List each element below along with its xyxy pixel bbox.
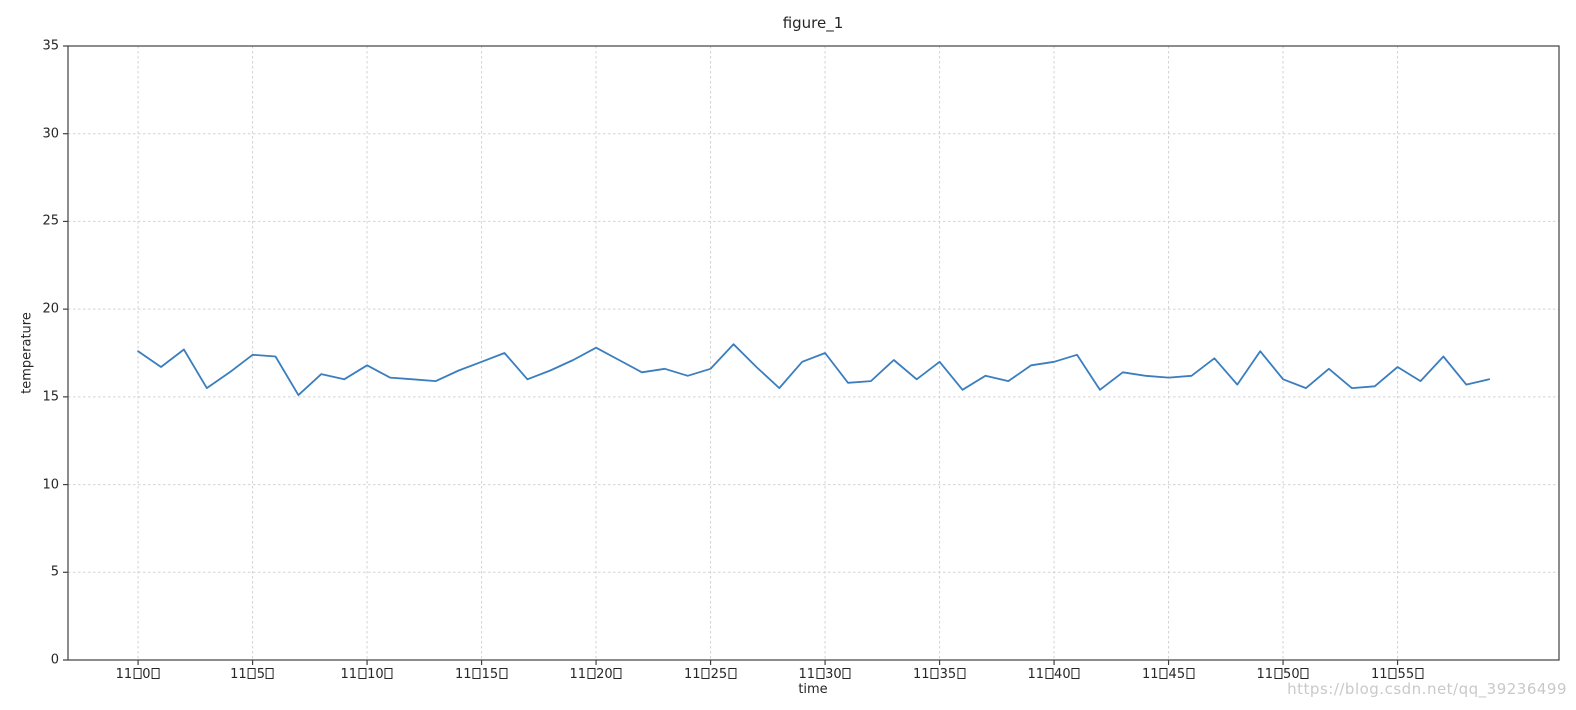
missing-glyph-box <box>384 668 393 679</box>
missing-glyph-box <box>247 668 256 679</box>
missing-glyph-box <box>472 668 481 679</box>
x-tick-label: 11 25 <box>684 667 737 682</box>
missing-glyph-box <box>1300 668 1309 679</box>
x-tick-label: 11 0 <box>116 667 161 682</box>
x-tick-label: 11 15 <box>455 667 508 682</box>
missing-glyph-box <box>842 668 851 679</box>
gridlines <box>68 45 1559 661</box>
missing-glyph-box <box>613 668 622 679</box>
missing-glyph-box <box>1071 668 1080 679</box>
x-tick-label: 11 35 <box>913 667 966 682</box>
x-tick-label: 11 55 <box>1371 667 1424 682</box>
missing-glyph-box <box>587 668 596 679</box>
y-tick-label: 35 <box>42 38 59 54</box>
missing-glyph-box <box>701 668 710 679</box>
x-tick-label: 11 5 <box>230 667 275 682</box>
x-tick-label: 11 10 <box>341 667 394 682</box>
missing-glyph-box <box>1274 668 1283 679</box>
temperature-line-series <box>137 343 1491 397</box>
plot-border <box>67 45 1560 661</box>
missing-glyph-box <box>816 668 825 679</box>
x-tick-label: 11 20 <box>570 667 623 682</box>
missing-glyph-box <box>151 668 160 679</box>
missing-glyph-box <box>133 668 142 679</box>
y-tick-label: 25 <box>42 213 59 229</box>
y-tick-label: 10 <box>42 477 59 493</box>
missing-glyph-box <box>499 668 508 679</box>
x-tick-label: 11 50 <box>1257 667 1310 682</box>
x-tick-label: 11 45 <box>1142 667 1195 682</box>
missing-glyph-box <box>1186 668 1195 679</box>
y-tick-label: 5 <box>50 564 59 580</box>
tick-marks <box>63 45 1399 665</box>
y-axis-label: temperature <box>19 312 35 394</box>
missing-glyph-box <box>1159 668 1168 679</box>
missing-glyph-box <box>1045 668 1054 679</box>
missing-glyph-box <box>1415 668 1424 679</box>
x-tick-label: 11 40 <box>1028 667 1081 682</box>
missing-glyph-box <box>1388 668 1397 679</box>
watermark-url: https://blog.csdn.net/qq_39236499 <box>1287 680 1567 698</box>
y-tick-label: 15 <box>42 389 59 405</box>
chart-title: figure_1 <box>782 14 844 32</box>
missing-glyph-box <box>957 668 966 679</box>
missing-glyph-box <box>728 668 737 679</box>
y-tick-label: 20 <box>42 301 59 317</box>
y-tick-label: 0 <box>50 652 59 668</box>
x-tick-label: 11 30 <box>799 667 852 682</box>
missing-glyph-box <box>265 668 274 679</box>
missing-glyph-box <box>358 668 367 679</box>
x-axis-label: time <box>798 682 828 697</box>
y-tick-label: 30 <box>42 126 59 142</box>
missing-glyph-box <box>930 668 939 679</box>
